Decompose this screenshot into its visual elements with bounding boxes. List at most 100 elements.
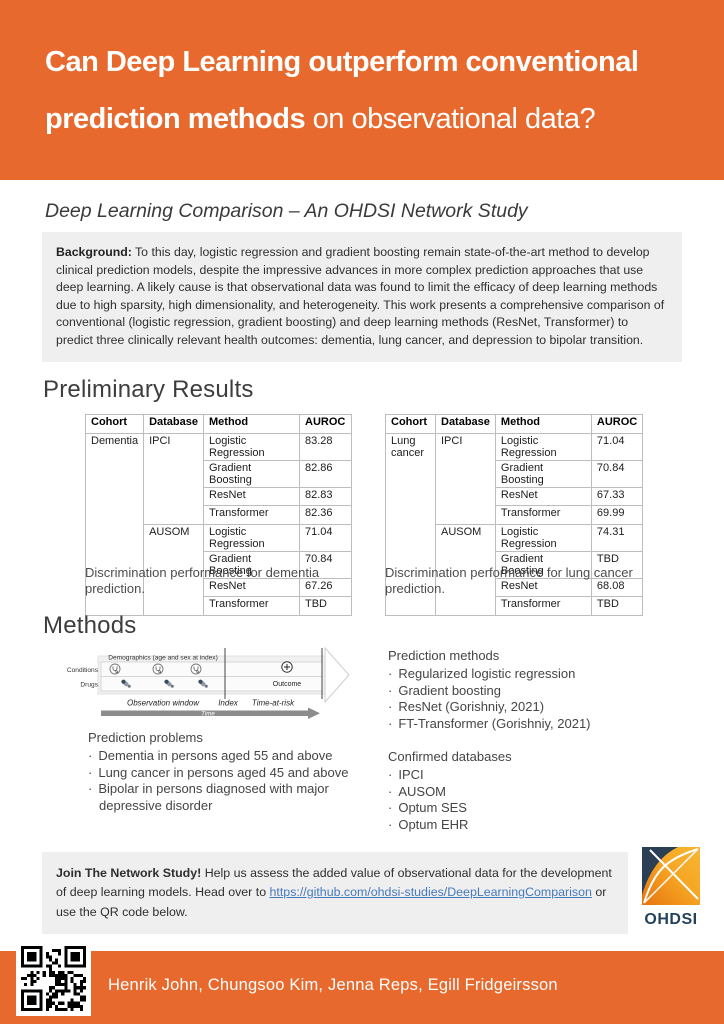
authors-line: Henrik John, Chungsoo Kim, Jenna Reps, E…	[108, 976, 558, 994]
prediction-problems-heading: Prediction problems	[88, 730, 203, 745]
join-study-label: Join The Network Study!	[56, 866, 202, 880]
prediction-problems-list: Dementia in persons aged 55 and above Lu…	[88, 748, 363, 815]
database-cell: IPCI	[435, 432, 496, 525]
confirmed-databases-list: IPCI AUSOM Optum SES Optum EHR	[388, 767, 688, 834]
list-item: Optum EHR	[388, 817, 688, 834]
ohdsi-logo-text: OHDSI	[644, 911, 698, 928]
timeline-arrowhead	[324, 646, 350, 704]
conditions-row-label: Conditions	[67, 667, 99, 674]
results-table-lung-cancer: Cohort Database Method AUROC Lung cancer…	[385, 414, 644, 616]
list-item: ResNet (Gorishniy, 2021)	[388, 699, 688, 716]
table-row: Gradient Boosting 70.84	[86, 550, 352, 579]
methods-heading: Methods	[43, 612, 137, 639]
list-item: AUSOM	[388, 784, 688, 801]
list-item: Optum SES	[388, 800, 688, 817]
lung-cancer-table-wrap: Cohort Database Method AUROC Lung cancer…	[385, 414, 644, 616]
time-arrow-body	[101, 710, 308, 716]
results-heading: Preliminary Results	[43, 376, 254, 403]
list-item: Dementia in persons aged 55 and above	[88, 748, 363, 765]
auroc-cell: TBD	[590, 550, 644, 579]
title-line2-bold: prediction methods	[45, 103, 306, 135]
pill-icon	[198, 679, 208, 688]
condition-icon	[109, 663, 121, 675]
col-header-database: Database	[435, 414, 496, 434]
table-row: Transformer TBD	[86, 596, 352, 616]
database-cell: AUSOM	[143, 523, 204, 616]
method-cell: Transformer	[494, 505, 592, 525]
confirmed-databases-heading: Confirmed databases	[388, 749, 512, 764]
prediction-methods-heading: Prediction methods	[388, 648, 500, 663]
confirmed-databases-block: Confirmed databases IPCI AUSOM Optum SES…	[388, 749, 688, 834]
dementia-table-wrap: Cohort Database Method AUROC Dementia IP…	[84, 414, 352, 616]
title-line2-rest: on observational data?	[305, 103, 596, 135]
auroc-cell: 82.86	[299, 459, 352, 488]
col-header-auroc: AUROC	[299, 414, 352, 434]
cohort-cell: Dementia	[84, 432, 145, 616]
lung-cancer-table-caption: Discrimination performance for lung canc…	[385, 565, 633, 596]
table-row: Transformer 69.99	[386, 505, 644, 525]
results-table-dementia: Cohort Database Method AUROC Dementia IP…	[84, 414, 352, 616]
table-row: Lung cancer IPCI Logistic Regression 71.…	[385, 432, 644, 616]
method-cell: Logistic Regression	[203, 432, 300, 461]
col-header-auroc: AUROC	[590, 414, 644, 434]
auroc-cell: 74.31	[590, 523, 644, 552]
auroc-cell: 82.83	[299, 486, 352, 506]
title-line2: prediction methods on observational data…	[45, 91, 638, 148]
join-study-text-after: or use the QR code below.	[56, 885, 607, 919]
ohdsi-logo-icon	[642, 847, 700, 905]
table-header-row: Cohort Database Method AUROC	[385, 414, 644, 434]
github-link[interactable]: https://github.com/ohdsi-studies/DeepLea…	[269, 885, 592, 900]
method-cell: ResNet	[203, 486, 300, 506]
time-at-risk-label: Time-at-risk	[252, 699, 295, 708]
auroc-cell: 71.04	[590, 432, 644, 461]
list-item: Gradient boosting	[388, 683, 688, 700]
method-cell: Logistic Regression	[494, 523, 592, 552]
auroc-cell: TBD	[590, 596, 644, 616]
method-cell: Gradient Boosting	[203, 459, 300, 488]
auroc-cell: 69.99	[590, 505, 644, 525]
footer-band: Henrik John, Chungsoo Kim, Jenna Reps, E…	[0, 951, 724, 1024]
cohort-cell: Lung cancer	[385, 432, 436, 616]
list-item: Lung cancer in persons aged 45 and above	[88, 765, 363, 782]
study-subtitle: Deep Learning Comparison – An OHDSI Netw…	[45, 200, 528, 222]
database-cell: AUSOM	[435, 523, 496, 616]
outcome-label: Outcome	[273, 681, 302, 688]
auroc-cell: 67.33	[590, 486, 644, 506]
pill-icon	[164, 679, 174, 688]
auroc-cell: 70.84	[299, 550, 352, 579]
method-cell: Transformer	[203, 596, 300, 616]
demographics-label: Demographics (age and sex at index)	[108, 655, 218, 662]
table-row: AUSOM Logistic Regression 74.31	[386, 523, 644, 616]
auroc-cell: 70.84	[590, 459, 644, 488]
header-banner: Can Deep Learning outperform conventiona…	[0, 0, 724, 180]
method-cell: Logistic Regression	[494, 432, 592, 461]
auroc-cell: 82.36	[299, 505, 352, 525]
table-row: ResNet 67.33	[386, 486, 644, 506]
qr-code-pattern	[21, 946, 86, 1011]
auroc-cell: 83.28	[299, 432, 352, 461]
prediction-methods-block: Prediction methods Regularized logistic …	[388, 648, 688, 733]
dementia-table-caption: Discrimination performance for dementia …	[85, 565, 320, 596]
join-study-box: Join The Network Study! Help us assess t…	[42, 852, 628, 934]
outcome-icon	[281, 661, 293, 673]
list-item: Regularized logistic regression	[388, 666, 688, 683]
drugs-row-label: Drugs	[80, 682, 98, 689]
method-cell: Transformer	[494, 596, 592, 616]
col-header-method: Method	[494, 414, 592, 434]
poster-title: Can Deep Learning outperform conventiona…	[45, 34, 639, 148]
table-row: Gradient Boosting 82.86	[86, 459, 352, 488]
time-label: Time	[201, 711, 215, 718]
observation-window-label: Observation window	[127, 699, 200, 708]
index-label: Index	[218, 699, 239, 708]
qr-code	[16, 941, 91, 1016]
auroc-cell: TBD	[299, 596, 352, 616]
background-box: Background: To this day, logistic regres…	[42, 232, 682, 362]
auroc-cell: 67.26	[299, 577, 352, 597]
time-arrowhead	[308, 707, 320, 719]
prediction-methods-list: Regularized logistic regression Gradient…	[388, 666, 688, 733]
database-cell: IPCI	[143, 432, 204, 525]
method-cell: Gradient Boosting	[203, 550, 300, 579]
study-design-diagram: Conditions Drugs Demographics (age and s…	[67, 646, 350, 719]
title-line1: Can Deep Learning outperform conventiona…	[45, 46, 639, 78]
